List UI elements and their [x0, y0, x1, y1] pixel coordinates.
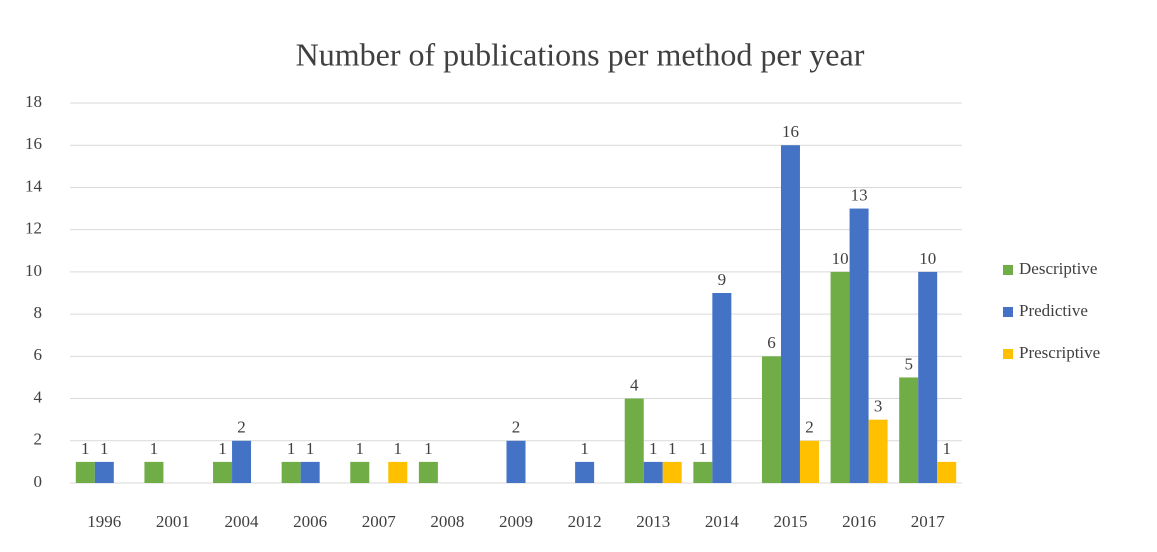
y-tick-label: 4: [34, 387, 43, 406]
bar: [780, 145, 800, 483]
bar: [94, 461, 114, 483]
data-label: 1: [942, 439, 951, 458]
bar: [575, 461, 595, 483]
bar: [624, 398, 644, 483]
y-tick-label: 0: [34, 472, 43, 491]
data-label: 1: [699, 439, 708, 458]
bar: [418, 461, 438, 483]
y-tick-label: 14: [25, 176, 43, 195]
data-label: 6: [767, 333, 776, 352]
bar: [388, 461, 408, 483]
data-label: 4: [630, 375, 639, 394]
y-tick-label: 2: [34, 430, 43, 449]
x-tick-label: 2004: [225, 512, 260, 531]
x-tick-label: 1996: [87, 512, 121, 531]
bar: [662, 461, 682, 483]
data-label: 13: [851, 185, 868, 204]
data-label: 1: [306, 439, 315, 458]
data-label: 2: [805, 418, 814, 437]
y-tick-label: 10: [25, 261, 42, 280]
bar: [712, 293, 732, 483]
x-tick-label: 2014: [705, 512, 740, 531]
data-label: 1: [580, 439, 589, 458]
bar: [761, 356, 781, 483]
bar: [350, 461, 370, 483]
data-label: 10: [919, 249, 936, 268]
bar: [849, 208, 869, 484]
data-label: 2: [237, 418, 246, 437]
bar: [868, 419, 888, 483]
legend-swatch: [1003, 349, 1013, 359]
x-tick-label: 2006: [293, 512, 327, 531]
y-tick-label: 6: [34, 345, 43, 364]
data-label: 1: [287, 439, 296, 458]
data-label: 1: [394, 439, 403, 458]
legend-label: Descriptive: [1019, 259, 1097, 278]
legend-swatch: [1003, 265, 1013, 275]
x-tick-label: 2013: [636, 512, 670, 531]
legend-swatch: [1003, 307, 1013, 317]
data-label: 1: [668, 439, 677, 458]
bar: [799, 440, 819, 483]
x-tick-label: 2015: [773, 512, 807, 531]
data-label: 1: [356, 439, 365, 458]
bar: [830, 271, 850, 483]
data-label: 9: [718, 270, 727, 289]
bar: [300, 461, 320, 483]
bar: [213, 461, 233, 483]
legend-label: Prescriptive: [1019, 343, 1100, 362]
data-label: 1: [424, 439, 433, 458]
bar: [918, 271, 938, 483]
x-tick-label: 2009: [499, 512, 533, 531]
data-label: 1: [150, 439, 159, 458]
data-label: 10: [832, 249, 849, 268]
x-tick-label: 2007: [362, 512, 397, 531]
bar: [693, 461, 713, 483]
data-label: 1: [100, 439, 109, 458]
bar: [937, 461, 957, 483]
y-tick-label: 18: [25, 92, 42, 111]
bar: [75, 461, 95, 483]
chart-title: Number of publications per method per ye…: [296, 36, 865, 72]
x-tick-label: 2016: [842, 512, 876, 531]
bar: [144, 461, 164, 483]
y-tick-label: 16: [25, 134, 42, 153]
bar: [232, 440, 252, 483]
x-tick-label: 2017: [911, 512, 946, 531]
legend-label: Predictive: [1019, 301, 1088, 320]
bar: [281, 461, 301, 483]
y-tick-label: 12: [25, 219, 42, 238]
data-label: 3: [874, 397, 883, 416]
y-tick-label: 8: [34, 303, 43, 322]
bar: [899, 377, 919, 483]
x-tick-label: 2001: [156, 512, 190, 531]
data-label: 16: [782, 122, 799, 141]
bar: [506, 440, 526, 483]
data-label: 1: [218, 439, 227, 458]
data-label: 1: [81, 439, 90, 458]
x-tick-label: 2008: [430, 512, 464, 531]
data-label: 5: [904, 354, 913, 373]
x-tick-label: 2012: [568, 512, 602, 531]
bar: [643, 461, 663, 483]
data-label: 2: [512, 418, 521, 437]
data-label: 1: [649, 439, 658, 458]
